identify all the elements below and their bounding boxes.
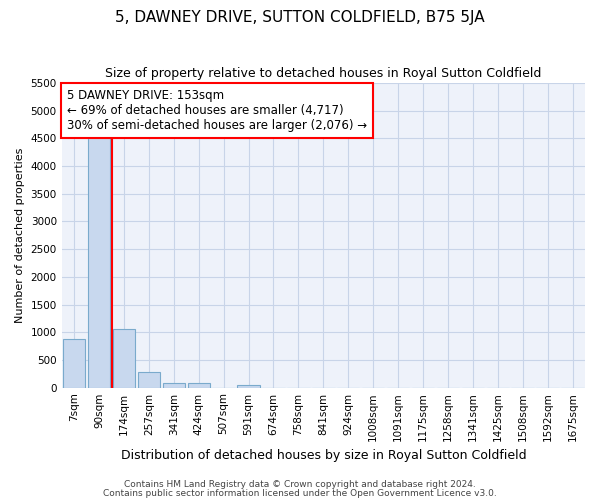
Bar bbox=[137, 372, 160, 388]
X-axis label: Distribution of detached houses by size in Royal Sutton Coldfield: Distribution of detached houses by size … bbox=[121, 450, 526, 462]
Y-axis label: Number of detached properties: Number of detached properties bbox=[15, 148, 25, 323]
Bar bbox=[88, 136, 110, 388]
Bar bbox=[163, 382, 185, 388]
Text: 5, DAWNEY DRIVE, SUTTON COLDFIELD, B75 5JA: 5, DAWNEY DRIVE, SUTTON COLDFIELD, B75 5… bbox=[115, 10, 485, 25]
Bar bbox=[238, 384, 260, 388]
Bar bbox=[113, 330, 135, 388]
Title: Size of property relative to detached houses in Royal Sutton Coldfield: Size of property relative to detached ho… bbox=[105, 68, 542, 80]
Bar bbox=[188, 382, 210, 388]
Text: 5 DAWNEY DRIVE: 153sqm
← 69% of detached houses are smaller (4,717)
30% of semi-: 5 DAWNEY DRIVE: 153sqm ← 69% of detached… bbox=[67, 89, 367, 132]
Text: Contains HM Land Registry data © Crown copyright and database right 2024.: Contains HM Land Registry data © Crown c… bbox=[124, 480, 476, 489]
Bar bbox=[63, 339, 85, 388]
Text: Contains public sector information licensed under the Open Government Licence v3: Contains public sector information licen… bbox=[103, 488, 497, 498]
